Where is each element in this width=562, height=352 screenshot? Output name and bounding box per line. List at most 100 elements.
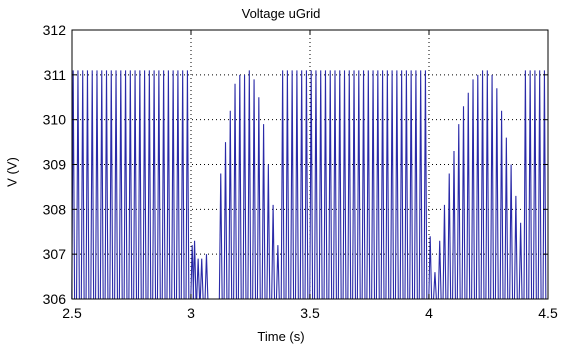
series-peak	[532, 70, 537, 300]
series-peak	[228, 110, 233, 300]
series-peak	[452, 151, 456, 300]
series-peak	[352, 70, 356, 300]
series-peak	[285, 70, 290, 300]
series-peak	[271, 204, 276, 300]
series-peak	[128, 70, 133, 300]
series-peak	[166, 70, 171, 300]
series-peak	[442, 204, 447, 300]
series-peak	[185, 70, 190, 300]
series-peak	[461, 106, 466, 300]
series-peak	[537, 70, 542, 300]
series-peak	[309, 70, 314, 300]
series-peak	[290, 70, 295, 300]
series-peak	[199, 258, 204, 300]
series-peak	[447, 173, 452, 300]
series-peak	[80, 70, 85, 300]
series-peak	[456, 124, 461, 300]
series-peak	[390, 70, 395, 300]
y-tick-label: 306	[43, 291, 67, 307]
chart-title: Voltage uGrid	[241, 6, 321, 21]
x-tick-label: 2.5	[62, 305, 82, 321]
series-peak	[385, 70, 390, 300]
series-peak	[485, 70, 490, 300]
x-axis-label: Time (s)	[257, 329, 305, 344]
series-peak	[266, 164, 271, 300]
series-peak	[542, 70, 547, 300]
y-axis-label: V (V)	[4, 157, 20, 187]
series-peak	[375, 70, 380, 300]
series-peak	[104, 70, 109, 300]
series-peak	[466, 92, 471, 300]
series-peak	[518, 222, 523, 300]
y-tick-label: 309	[43, 157, 67, 173]
series-peak	[114, 70, 118, 300]
series-group	[71, 70, 547, 300]
series-peak	[371, 70, 376, 300]
series-peak	[423, 70, 428, 300]
series-peak	[499, 110, 504, 300]
x-tick-label: 3	[187, 305, 195, 321]
series-peak	[275, 245, 280, 300]
series-peak	[513, 195, 518, 300]
series-peak	[418, 70, 423, 300]
series-peak	[256, 97, 261, 300]
y-tick-label: 312	[43, 22, 67, 38]
series-peak	[523, 70, 528, 300]
series-peak	[494, 88, 499, 300]
series-peak	[366, 70, 371, 300]
series-peak	[504, 137, 509, 300]
x-tick-label: 4.5	[538, 305, 558, 321]
series-peak	[471, 79, 475, 300]
series-peak	[76, 70, 80, 300]
series-peak	[399, 70, 404, 300]
series-peak	[242, 74, 247, 300]
series-peak	[433, 272, 437, 300]
series-peak	[180, 70, 185, 300]
series-peak	[90, 70, 95, 300]
series-peak	[333, 70, 337, 300]
y-tick-label: 310	[43, 112, 67, 128]
series-peak	[404, 70, 409, 300]
series-peak	[294, 70, 299, 300]
series-peak	[142, 70, 147, 300]
series-peak	[428, 236, 433, 300]
y-tick-label: 307	[43, 246, 67, 262]
axes-frame	[71, 29, 549, 300]
series-peak	[218, 173, 223, 300]
series-peak	[280, 70, 285, 300]
series-peak	[261, 124, 266, 300]
series-peak	[337, 70, 342, 300]
series-peak	[204, 254, 209, 300]
series-peak	[490, 74, 495, 300]
series-peak	[152, 70, 157, 300]
series-peak	[109, 70, 114, 300]
series-peak	[528, 70, 533, 300]
series-peak	[413, 70, 418, 300]
series-peak	[85, 70, 90, 300]
series-peak	[137, 70, 142, 300]
series-peak	[342, 70, 347, 300]
series-peak	[175, 70, 180, 300]
series-peak	[356, 70, 361, 300]
series-peak	[233, 83, 237, 300]
series-peak	[223, 142, 228, 300]
series-peak	[318, 70, 323, 300]
series-peak	[147, 70, 152, 300]
series-peak	[347, 70, 352, 300]
series-peak	[196, 258, 201, 300]
series-peak	[192, 240, 197, 300]
series-peak	[99, 70, 104, 300]
series-peak	[123, 70, 128, 300]
series-peak	[509, 164, 514, 300]
series-peak	[380, 70, 385, 300]
series-peak	[304, 70, 309, 300]
series-peak	[394, 70, 399, 300]
series-peak	[171, 70, 176, 300]
series-peak	[299, 70, 304, 300]
series-peak	[437, 240, 442, 300]
series-peak	[313, 70, 318, 300]
y-tick-label: 308	[43, 201, 67, 217]
x-tick-label: 3.5	[300, 305, 320, 321]
